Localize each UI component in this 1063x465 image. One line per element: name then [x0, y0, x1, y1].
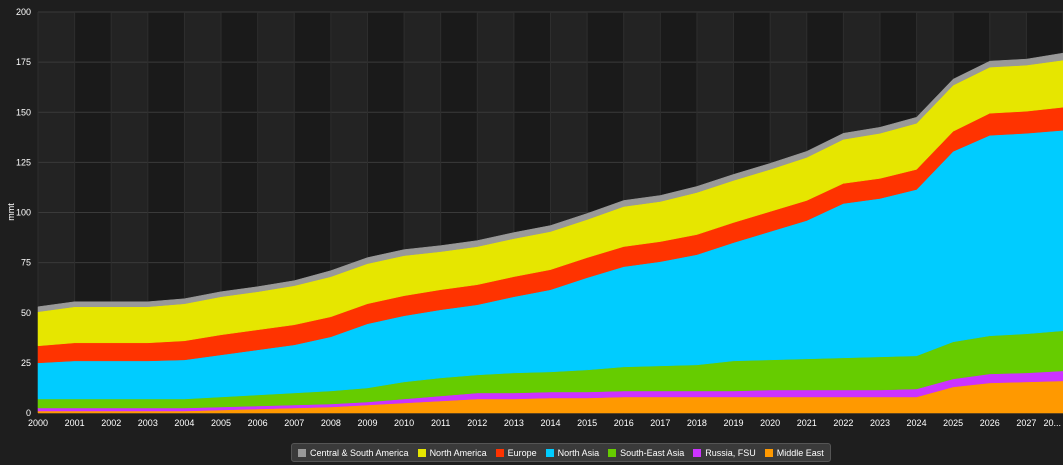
x-tick-label: 2024 — [907, 418, 927, 428]
legend-swatch — [298, 448, 306, 457]
y-tick-label: 50 — [21, 308, 31, 318]
legend-swatch — [495, 448, 504, 457]
x-tick-label: 2001 — [65, 418, 85, 428]
x-tick-label: 2002 — [101, 418, 121, 428]
x-tick-label: 2019 — [724, 418, 744, 428]
x-tick-label: 2020 — [760, 418, 780, 428]
legend-item-north-america[interactable]: North America — [417, 447, 487, 458]
y-tick-label: 75 — [21, 258, 31, 268]
x-tick-label: 2021 — [797, 418, 817, 428]
x-tick-label: 2011 — [431, 418, 450, 428]
x-axis-ticks: 2000 2001 2002 2003 2004 2005 2006 2007 2008 2009… — [28, 418, 1061, 428]
chart-legend: Central & South America North America Euro… — [291, 443, 831, 462]
x-tick-label: 2010 — [394, 418, 414, 428]
legend-label: South-East Asia — [620, 447, 685, 458]
legend-swatch — [417, 448, 426, 457]
y-axis-ticks: 0 25 50 75 100 125 150 175 200 — [16, 7, 31, 418]
x-tick-label: 2000 — [28, 418, 48, 428]
y-tick-label: 100 — [16, 208, 31, 218]
x-tick-label: 2015 — [577, 418, 597, 428]
x-tick-label: 2026 — [980, 418, 1000, 428]
y-tick-label: 125 — [16, 157, 31, 167]
legend-label: Russia, FSU — [705, 447, 756, 458]
legend-item-middle-east[interactable]: Middle East — [764, 447, 824, 458]
x-tick-label: 2023 — [870, 418, 890, 428]
x-tick-label: 2018 — [687, 418, 707, 428]
legend-item-europe[interactable]: Europe — [495, 447, 537, 458]
area-central-south-america — [37, 52, 1063, 313]
y-tick-label: 0 — [26, 408, 31, 418]
legend-label: North Asia — [557, 447, 600, 458]
legend-item-south-east-asia[interactable]: South-East Asia — [608, 448, 684, 458]
x-tick-label: 2004 — [174, 418, 194, 428]
x-tick-label: 2016 — [614, 418, 634, 428]
legend-swatch — [545, 448, 554, 457]
legend-label: Middle East — [776, 447, 824, 458]
x-tick-label: 2009 — [357, 418, 377, 428]
y-tick-label: 200 — [16, 7, 31, 17]
x-tick-label: 2005 — [211, 418, 231, 428]
legend-label: Europe — [507, 447, 537, 458]
y-tick-label: 175 — [16, 57, 31, 67]
legend-item-central-south-america[interactable]: Central & South America — [298, 448, 409, 458]
x-tick-label: 2012 — [467, 418, 487, 428]
x-tick-label: 2014 — [540, 418, 560, 428]
x-tick-label: 2006 — [248, 418, 268, 428]
x-tick-label: 2025 — [943, 418, 963, 428]
y-tick-label: 25 — [21, 358, 31, 368]
x-tick-label: 2003 — [138, 418, 158, 428]
legend-swatch — [764, 448, 773, 457]
legend-item-russia-fsu[interactable]: Russia, FSU — [693, 448, 756, 458]
legend-swatch — [693, 448, 702, 457]
x-tick-label: 2007 — [284, 418, 304, 428]
y-axis-label: mmt — [6, 203, 16, 221]
area-series — [37, 52, 1063, 414]
legend-swatch — [608, 448, 617, 457]
x-tick-label: 20... — [1043, 418, 1061, 428]
legend-label: Central & South America — [310, 447, 409, 458]
x-tick-label: 2022 — [833, 418, 853, 428]
legend-item-north-asia[interactable]: North Asia — [545, 447, 600, 458]
y-tick-label: 150 — [16, 107, 31, 117]
legend-label: North America — [429, 447, 487, 458]
x-tick-label: 2013 — [504, 418, 524, 428]
x-tick-label: 2027 — [1016, 418, 1036, 428]
x-tick-label: 2008 — [321, 418, 341, 428]
x-tick-label: 2017 — [650, 418, 670, 428]
